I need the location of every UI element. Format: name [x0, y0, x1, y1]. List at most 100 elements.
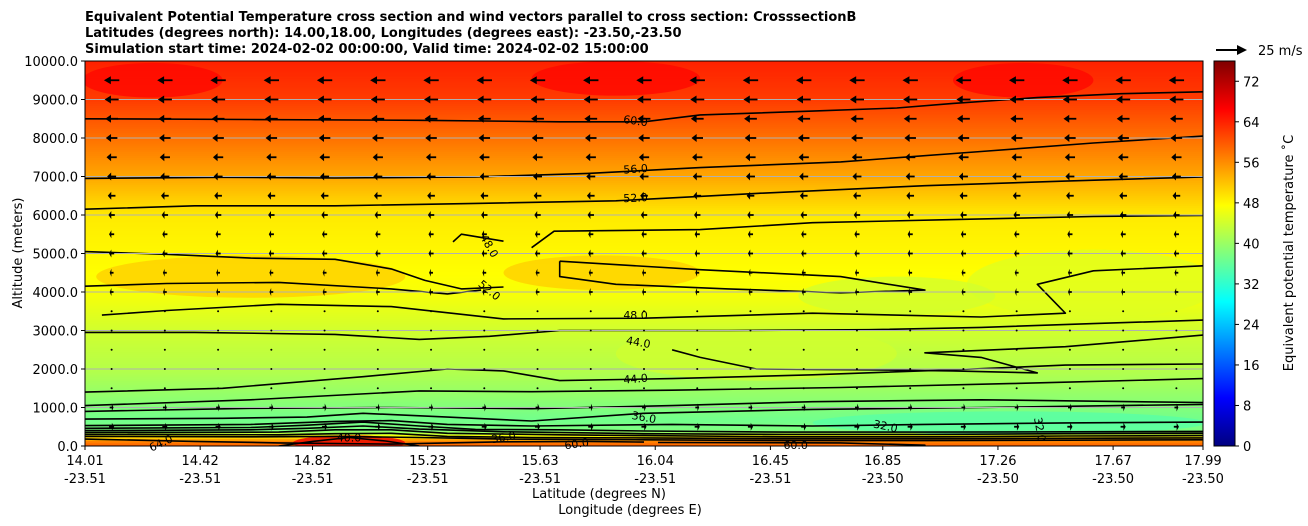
colorbar-tick-label: 64	[1243, 116, 1260, 131]
x-tick-label-lon: -23.50	[1092, 472, 1134, 487]
wind-vector-head	[378, 403, 380, 412]
wind-vector-dot	[749, 368, 752, 370]
wind-vector	[642, 288, 646, 296]
field-band	[85, 159, 1203, 162]
field-band	[85, 326, 1203, 330]
colorbar-label: Equivalent potential temperature ˚C	[1281, 135, 1297, 371]
contour-label: 32.0	[872, 418, 899, 436]
wind-vector-head	[1067, 230, 1070, 239]
wind-vector-head	[1070, 403, 1072, 412]
wind-vector-head	[157, 95, 165, 104]
wind-vector	[320, 172, 330, 181]
wind-vector	[909, 368, 912, 370]
wind-vector	[1008, 76, 1025, 85]
wind-vector	[212, 153, 224, 162]
wind-vector	[376, 348, 379, 351]
wind-vector	[216, 288, 221, 296]
wind-vector-dot	[110, 329, 113, 332]
wind-vector	[849, 95, 864, 104]
wind-vector	[744, 114, 757, 123]
wind-vector-head	[161, 211, 165, 219]
wind-vector	[1175, 329, 1178, 332]
wind-vector	[855, 288, 859, 296]
wind-vector	[533, 191, 542, 200]
wind-vector-head	[803, 422, 807, 431]
wind-vector	[323, 329, 326, 332]
wind-vector-head	[477, 114, 484, 123]
wind-vector	[322, 249, 328, 258]
wind-vector	[643, 348, 645, 351]
field-band	[85, 442, 1203, 445]
wind-vector	[534, 249, 541, 258]
wind-vector	[588, 249, 594, 258]
wind-vector-head	[902, 76, 910, 85]
wind-vector	[588, 230, 594, 239]
wind-vector-head	[1173, 211, 1177, 219]
wind-vector-head	[641, 249, 644, 258]
contour-label: 60.0	[564, 436, 590, 452]
field-band	[85, 322, 1203, 326]
wind-vector-dot	[589, 348, 592, 351]
contour-line	[85, 250, 504, 290]
field-band	[85, 218, 1203, 222]
wind-vector-head	[908, 268, 910, 277]
colorbar-tick-label: 16	[1243, 359, 1260, 374]
wind-vector-head	[429, 288, 431, 296]
wind-vector-dot	[1015, 310, 1018, 313]
wind-vector	[217, 368, 220, 370]
wind-vector	[747, 249, 754, 258]
field-band	[85, 295, 1203, 299]
wind-vector	[1119, 191, 1127, 200]
field-band	[85, 99, 1203, 103]
wind-vector	[855, 310, 858, 313]
wind-vector	[376, 329, 379, 332]
wind-vector	[909, 310, 912, 313]
field-band	[85, 122, 1203, 126]
wind-vector-head	[212, 134, 218, 142]
wind-vector-head	[218, 422, 221, 431]
field-band	[85, 241, 1203, 245]
field-band	[85, 151, 1203, 154]
wind-vector	[957, 114, 970, 123]
wind-vector-head	[642, 288, 644, 296]
field-band	[85, 93, 1203, 97]
wind-vector	[694, 249, 700, 258]
field-band	[85, 186, 1203, 189]
wind-vector-dot	[483, 387, 486, 390]
wind-vector	[855, 329, 858, 332]
wind-vector	[696, 368, 699, 370]
wind-vector	[427, 191, 435, 200]
wind-vector	[108, 211, 115, 219]
field-band	[85, 409, 1203, 412]
wind-vector-head	[1064, 153, 1070, 162]
y-tick-label: 8000.0	[33, 132, 79, 147]
wind-vector-head	[1070, 422, 1073, 431]
x-tick-label-lat: 16.45	[752, 454, 789, 469]
wind-vector-head	[372, 134, 378, 142]
wind-vector	[375, 249, 381, 258]
wind-vector-head	[963, 422, 966, 431]
wind-vector-head	[586, 172, 591, 181]
field-band	[85, 238, 1203, 241]
wind-vector	[907, 249, 913, 258]
wind-vector-dot	[376, 348, 379, 351]
wind-vector	[1062, 95, 1077, 104]
wind-vector	[323, 387, 326, 390]
wind-vector	[1171, 153, 1182, 162]
wind-vector-head	[584, 114, 591, 123]
wind-vector-head	[694, 211, 697, 219]
field-band	[85, 236, 1203, 239]
chart-title-line-1: Equivalent Potential Temperature cross s…	[85, 10, 856, 25]
wind-vector	[1118, 153, 1129, 162]
wind-vector-dot	[643, 368, 645, 370]
wind-vector-dot	[1015, 387, 1018, 390]
colorbar-tick-label: 56	[1243, 156, 1260, 171]
wind-vector-head	[747, 249, 751, 258]
wind-vector	[909, 329, 912, 332]
wind-vector-head	[960, 211, 964, 219]
wind-vector-head	[476, 76, 484, 85]
wind-vector-head	[484, 422, 487, 431]
field-band	[85, 301, 1203, 305]
wind-vector	[908, 288, 913, 296]
wind-vector-head	[1014, 288, 1017, 296]
